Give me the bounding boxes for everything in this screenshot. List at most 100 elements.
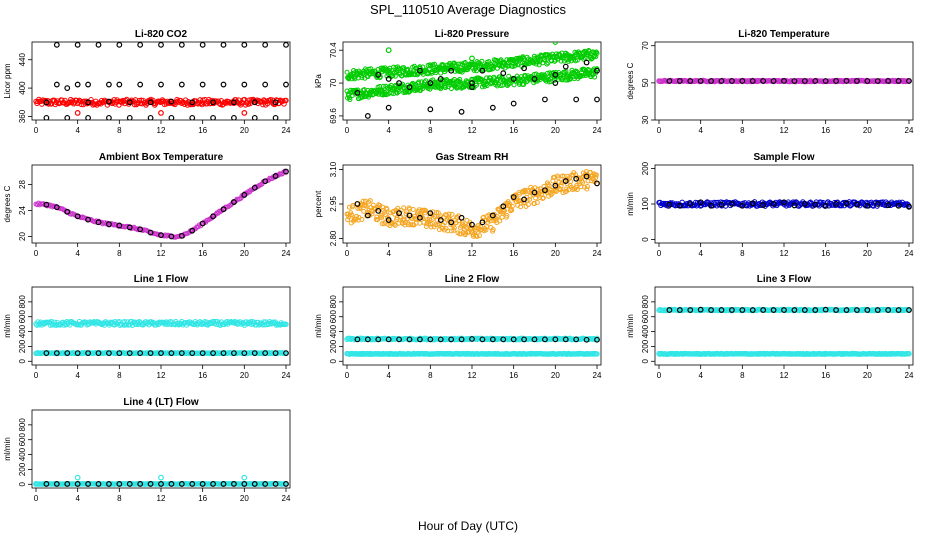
data-point — [854, 201, 860, 208]
data-point — [175, 321, 181, 327]
data-point — [449, 211, 455, 217]
data-point — [458, 214, 465, 221]
data-point — [272, 350, 279, 357]
data-point — [85, 114, 91, 120]
data-point — [594, 336, 600, 343]
data-point — [490, 227, 496, 233]
y-tick-label: 0 — [18, 359, 27, 364]
data-point — [178, 481, 185, 487]
data-point — [510, 100, 517, 107]
data-point — [536, 62, 542, 68]
data-point — [483, 336, 489, 342]
data-point — [210, 114, 216, 120]
panel-title: Line 1 Flow — [134, 274, 189, 285]
x-tick-label: 4 — [75, 371, 80, 380]
x-tick-label: 20 — [551, 249, 560, 258]
plot-frame — [31, 164, 291, 244]
data-point — [158, 232, 164, 239]
x-tick-label: 16 — [198, 249, 207, 258]
x-tick-label: 24 — [282, 249, 291, 258]
data-point — [545, 60, 551, 66]
data-point — [116, 481, 123, 487]
x-tick-label: 20 — [240, 494, 249, 503]
data-point — [64, 85, 71, 91]
data-point — [895, 202, 902, 209]
data-point — [558, 183, 564, 189]
data-point — [469, 221, 475, 228]
data-point — [251, 99, 258, 106]
data-point — [542, 187, 548, 194]
x-tick-label: 0 — [657, 249, 662, 258]
data-point — [231, 199, 237, 205]
data-point — [147, 114, 154, 120]
data-point — [448, 86, 454, 92]
data-point — [220, 350, 227, 357]
data-point — [521, 81, 527, 87]
data-point — [126, 224, 133, 231]
data-point — [359, 75, 365, 81]
data-point — [437, 217, 444, 223]
data-point — [531, 76, 538, 82]
data-point — [220, 42, 227, 48]
data-point — [479, 58, 485, 64]
data-point — [791, 307, 798, 313]
plot-frame — [31, 409, 291, 489]
data-point — [345, 217, 351, 223]
data-point — [435, 210, 441, 216]
x-tick-label: 0 — [657, 126, 662, 135]
data-point — [408, 222, 414, 228]
plot-area — [344, 42, 600, 119]
y-tick-label: 400 — [18, 447, 27, 461]
data-point — [739, 307, 746, 313]
y-tick-label: 600 — [329, 309, 338, 323]
data-point — [801, 307, 808, 313]
y-tick-label: 200 — [641, 339, 650, 353]
x-tick-label: 16 — [821, 371, 830, 380]
x-tick-label: 12 — [157, 371, 166, 380]
data-point — [417, 67, 423, 74]
data-point — [562, 63, 569, 70]
x-tick-label: 20 — [551, 126, 560, 135]
data-point — [473, 68, 479, 74]
data-point — [584, 184, 590, 190]
data-point — [462, 60, 468, 66]
data-point — [732, 306, 738, 313]
data-point — [158, 42, 164, 48]
data-point — [349, 212, 355, 218]
data-point — [231, 481, 237, 487]
data-point — [106, 114, 112, 120]
y-tick-label: 0 — [641, 237, 650, 242]
y-tick-label: 800 — [329, 295, 338, 309]
data-point — [85, 216, 91, 223]
series-3 — [354, 336, 600, 343]
data-point — [479, 67, 486, 74]
data-point — [220, 481, 227, 487]
x-tick-label: 24 — [282, 371, 291, 380]
data-point — [822, 202, 829, 209]
data-point — [433, 210, 439, 216]
y-tick-label: 0 — [329, 359, 338, 364]
data-point — [168, 98, 175, 105]
data-point — [182, 97, 189, 103]
series-1 — [344, 169, 600, 240]
data-point — [354, 201, 361, 207]
data-point — [864, 202, 871, 209]
x-tick-label: 20 — [863, 371, 872, 380]
data-point — [781, 307, 787, 313]
data-point — [283, 168, 289, 175]
x-tick-label: 4 — [75, 126, 80, 135]
series-1 — [33, 96, 289, 108]
series-3 — [33, 474, 248, 487]
data-point — [417, 214, 423, 221]
series-1 — [33, 318, 289, 328]
data-point — [446, 211, 452, 217]
data-point — [474, 234, 480, 240]
data-point — [749, 307, 756, 313]
x-tick-label: 20 — [240, 371, 249, 380]
data-point — [427, 106, 434, 113]
data-point — [583, 59, 590, 66]
x-tick-label: 24 — [282, 494, 291, 503]
